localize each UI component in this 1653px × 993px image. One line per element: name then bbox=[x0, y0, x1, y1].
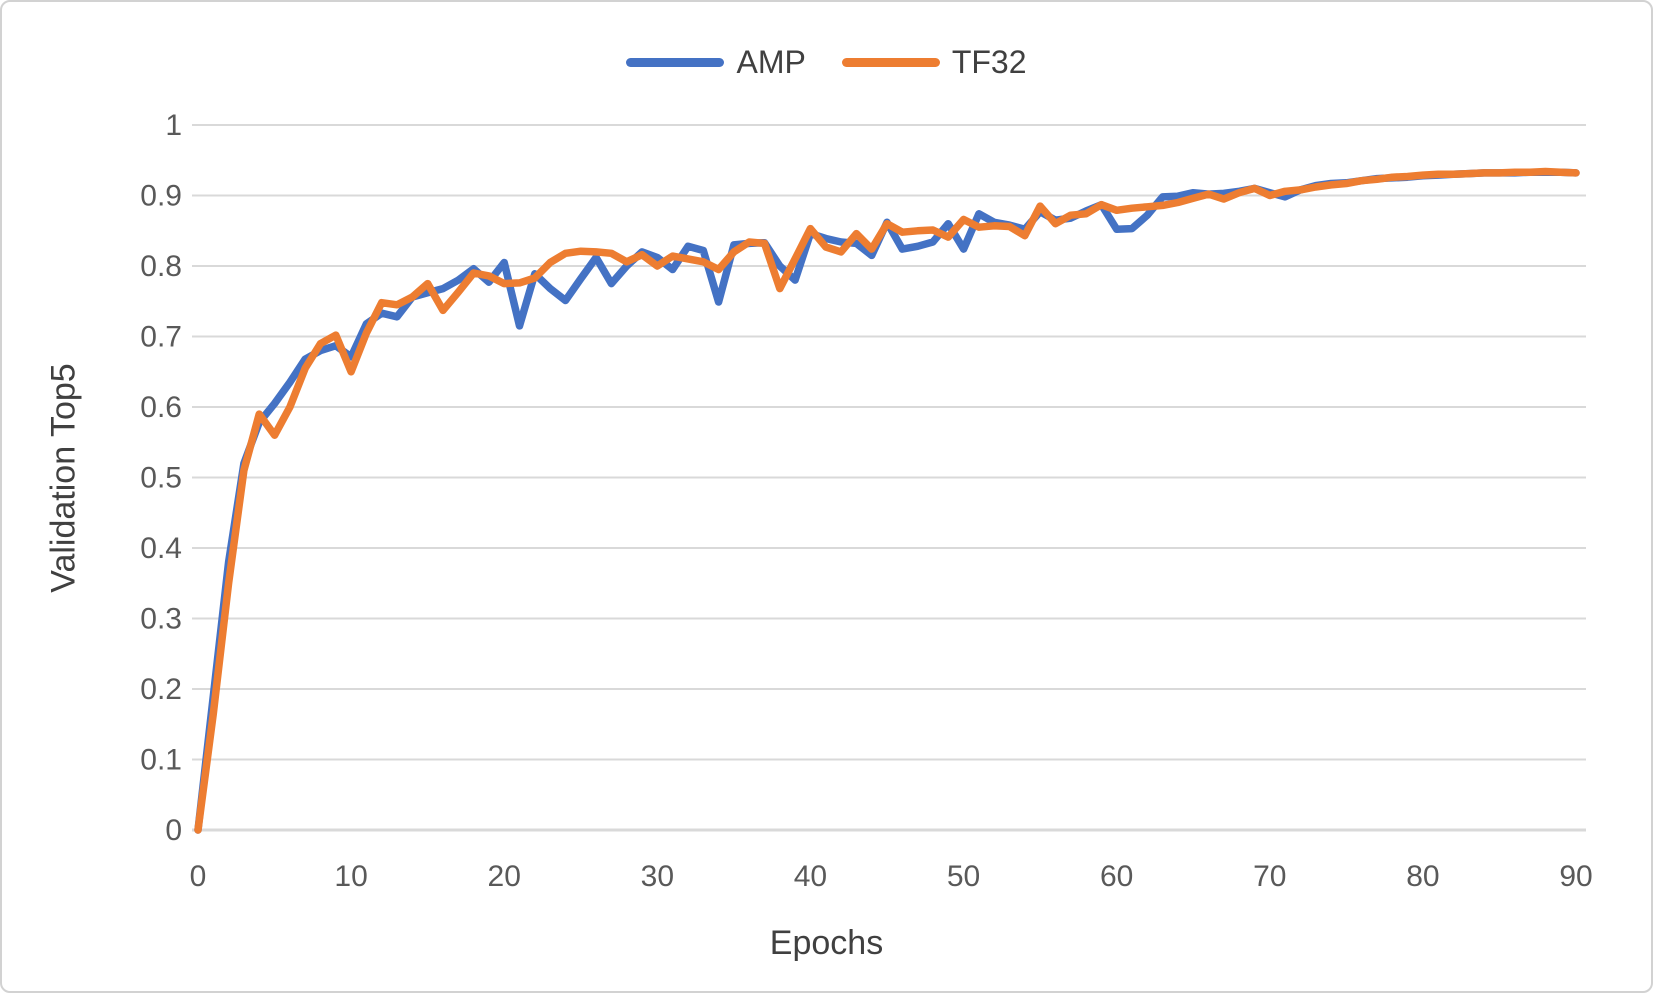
x-axis-title: Epochs bbox=[769, 924, 884, 962]
series-lines bbox=[194, 167, 1580, 834]
legend: AMP TF32 bbox=[2, 46, 1651, 78]
y-axis-title: Validation Top5 bbox=[44, 363, 83, 593]
y-tick-label: 1 bbox=[165, 109, 182, 142]
x-tick-label: 70 bbox=[1253, 860, 1286, 893]
legend-swatch-tf32 bbox=[841, 57, 940, 67]
y-tick-label: 0.9 bbox=[140, 180, 182, 213]
legend-item-amp[interactable]: AMP bbox=[626, 44, 806, 80]
x-tick-label: 40 bbox=[794, 860, 827, 893]
x-tick-label: 0 bbox=[190, 860, 207, 893]
y-tick-label: 0.5 bbox=[140, 462, 182, 495]
x-tick-label: 90 bbox=[1559, 860, 1592, 893]
x-tick-label: 50 bbox=[947, 860, 980, 893]
x-tick-label: 20 bbox=[488, 860, 521, 893]
x-tick-label: 60 bbox=[1100, 860, 1133, 893]
y-tick-label: 0.7 bbox=[140, 321, 182, 354]
legend-label-amp: AMP bbox=[736, 44, 806, 80]
y-tick-label: 0.6 bbox=[140, 391, 182, 424]
x-tick-label: 10 bbox=[334, 860, 367, 893]
y-tick-label: 0.2 bbox=[140, 673, 182, 706]
x-tick-label: 30 bbox=[641, 860, 674, 893]
legend-swatch-amp bbox=[626, 57, 725, 67]
gridlines bbox=[192, 124, 1586, 831]
x-tick-label: 80 bbox=[1406, 860, 1439, 893]
legend-label-tf32: TF32 bbox=[951, 44, 1027, 80]
y-tick-label: 0.8 bbox=[140, 250, 182, 283]
series-line-tf32[interactable] bbox=[194, 167, 1580, 834]
y-tick-label: 0.3 bbox=[140, 603, 182, 636]
y-tick-label: 0 bbox=[165, 814, 182, 847]
y-tick-label: 0.4 bbox=[140, 532, 182, 565]
series-line-amp[interactable] bbox=[194, 168, 1580, 834]
y-tick-label: 0.1 bbox=[140, 744, 182, 777]
x-tick-labels: 0 10 20 30 40 50 60 70 80 90 bbox=[190, 860, 1593, 893]
y-tick-labels: 0 0.1 0.2 0.3 0.4 0.5 0.6 0.7 0.8 0.9 1 bbox=[140, 109, 182, 847]
legend-item-tf32[interactable]: TF32 bbox=[841, 44, 1027, 80]
